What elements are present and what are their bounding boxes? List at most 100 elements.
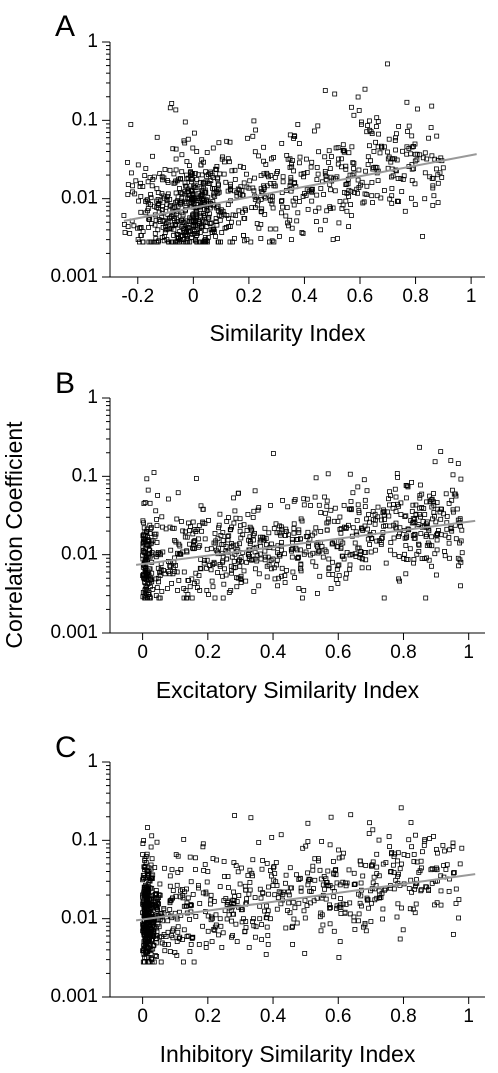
data-point [406, 886, 412, 891]
data-point [167, 564, 173, 570]
x-tick-label: 0.8 [390, 642, 416, 663]
data-point [313, 475, 319, 481]
data-point [395, 199, 400, 204]
data-point [343, 198, 349, 204]
data-point [231, 236, 237, 241]
data-point [409, 178, 415, 184]
data-point [202, 862, 208, 867]
data-point [386, 834, 392, 839]
data-point [355, 502, 361, 508]
data-point [216, 182, 222, 188]
data-point [159, 514, 165, 520]
data-point [153, 551, 159, 557]
data-point [321, 192, 327, 197]
data-point [149, 221, 155, 227]
data-point [179, 937, 185, 942]
data-point [302, 898, 308, 903]
data-point [393, 494, 399, 500]
data-point [323, 510, 328, 516]
data-point [203, 889, 209, 895]
data-point [435, 528, 441, 533]
data-point [224, 213, 230, 218]
data-point [289, 225, 295, 231]
data-point [290, 923, 296, 929]
data-point [194, 239, 200, 245]
data-point [218, 533, 224, 538]
data-point [231, 901, 237, 907]
data-point [390, 502, 396, 507]
data-point [283, 526, 289, 532]
data-point [148, 905, 154, 910]
data-point [300, 193, 306, 199]
data-point [296, 586, 302, 591]
data-point [248, 815, 254, 821]
data-point [259, 189, 265, 195]
data-point [424, 156, 430, 162]
data-point [258, 196, 264, 202]
data-point [152, 891, 158, 897]
data-point [195, 172, 201, 178]
data-point [258, 236, 264, 241]
data-point [304, 496, 310, 502]
data-point [356, 510, 362, 516]
data-point [414, 859, 420, 865]
x-tick-label: 1 [463, 1006, 474, 1027]
data-point [174, 516, 180, 522]
data-point [380, 906, 386, 912]
data-point [458, 538, 464, 544]
data-point [358, 549, 364, 554]
data-point [326, 572, 332, 577]
data-point [447, 555, 452, 561]
data-point [310, 867, 316, 873]
data-point [356, 918, 361, 924]
data-point [414, 157, 420, 163]
data-point [393, 509, 399, 515]
data-point [330, 572, 336, 577]
data-point [352, 882, 358, 887]
data-point [453, 901, 459, 906]
data-point [145, 913, 151, 919]
data-point [216, 140, 222, 146]
data-point [162, 167, 168, 172]
data-point [413, 502, 419, 508]
data-point [182, 119, 188, 125]
data-point [409, 508, 415, 514]
data-point [275, 895, 281, 901]
data-point [238, 907, 244, 913]
data-point [337, 514, 343, 520]
data-point [150, 943, 156, 949]
data-point [219, 945, 225, 950]
data-point [237, 528, 243, 534]
data-point [396, 534, 402, 539]
data-point [369, 900, 374, 906]
data-point [407, 906, 413, 912]
data-point [296, 141, 302, 147]
data-point [413, 901, 419, 907]
data-point [322, 154, 328, 160]
data-point [376, 873, 382, 879]
data-point [259, 937, 265, 942]
data-point [257, 916, 263, 922]
data-point [269, 835, 275, 840]
data-point [256, 225, 262, 231]
data-point [198, 566, 204, 572]
data-point [389, 186, 395, 191]
data-point [283, 925, 289, 931]
data-point [205, 913, 211, 919]
data-point [147, 929, 153, 935]
data-point [355, 484, 361, 490]
data-point [432, 459, 438, 465]
data-point [371, 148, 377, 154]
data-point [343, 571, 349, 577]
data-point [335, 161, 341, 167]
data-point [296, 900, 302, 906]
data-point [350, 160, 356, 166]
data-point [456, 897, 462, 902]
data-point [369, 193, 375, 199]
data-point [224, 916, 230, 922]
data-point [125, 182, 131, 188]
data-point [204, 565, 209, 571]
data-point [282, 533, 288, 538]
data-point [167, 196, 173, 202]
data-point [363, 928, 369, 934]
